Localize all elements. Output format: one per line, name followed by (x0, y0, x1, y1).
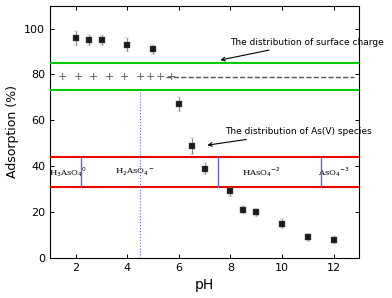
Text: +: + (146, 72, 155, 82)
Text: +: + (58, 72, 67, 82)
Text: HAsO$_4$$^{-2}$: HAsO$_4$$^{-2}$ (242, 165, 281, 179)
Text: AsO$_4$$^{-3}$: AsO$_4$$^{-3}$ (318, 165, 349, 179)
Text: The distribution of surface charge: The distribution of surface charge (221, 38, 384, 61)
Text: H$_3$AsO$_4$$^0$: H$_3$AsO$_4$$^0$ (49, 165, 87, 179)
Text: +: + (120, 72, 129, 82)
Text: The distribution of As(V) species: The distribution of As(V) species (209, 127, 372, 146)
Text: +: + (74, 72, 83, 82)
Text: +: + (105, 72, 114, 82)
Y-axis label: Adsorption (%): Adsorption (%) (5, 85, 18, 178)
Text: +: + (136, 72, 145, 82)
Text: +: + (89, 72, 98, 82)
Text: H$_2$AsO$_4$$^-$: H$_2$AsO$_4$$^-$ (115, 166, 155, 178)
X-axis label: pH: pH (195, 278, 214, 292)
Text: +: + (156, 72, 165, 82)
Text: +: + (167, 72, 176, 82)
